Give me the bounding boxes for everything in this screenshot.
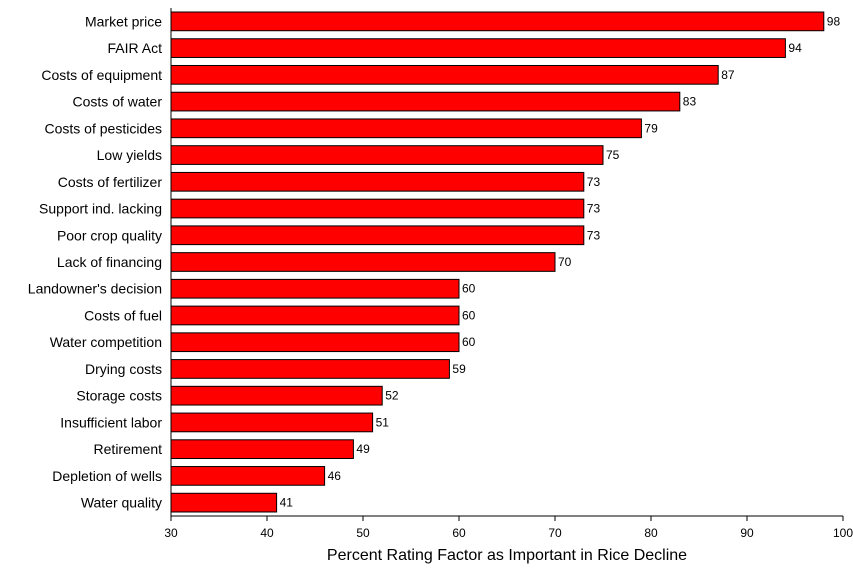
data-label-costs-of-fuel: 60	[462, 308, 476, 322]
bar-fair-act	[170, 38, 786, 58]
bar-low-yields	[170, 145, 604, 165]
x-tick-label-80: 80	[644, 526, 658, 540]
category-label-landowner-s-decision: Landowner's decision	[28, 281, 162, 297]
x-tick-label-90: 90	[740, 526, 754, 540]
data-label-storage-costs: 52	[385, 389, 399, 403]
category-label-market-price: Market price	[85, 13, 162, 29]
data-label-support-ind-lacking: 73	[587, 202, 601, 216]
category-label-water-quality: Water quality	[81, 495, 162, 511]
data-label-drying-costs: 59	[452, 362, 466, 376]
bar-retirement	[170, 439, 354, 460]
bar-poor-crop-quality	[170, 225, 585, 246]
category-label-insufficient-labor: Insufficient labor	[60, 414, 162, 430]
category-label-costs-of-fuel: Costs of fuel	[84, 307, 162, 323]
data-label-depletion-of-wells: 46	[328, 469, 342, 483]
data-label-retirement: 49	[356, 442, 370, 456]
bar-costs-of-equipment	[170, 64, 719, 85]
bar-insufficient-labor	[170, 412, 374, 433]
bar-costs-of-fertilizer	[170, 171, 585, 192]
x-tick-label-40: 40	[260, 526, 274, 540]
data-label-water-quality: 41	[280, 496, 294, 510]
category-label-depletion-of-wells: Depletion of wells	[52, 468, 162, 484]
bar-costs-of-water	[170, 91, 681, 112]
category-label-poor-crop-quality: Poor crop quality	[57, 227, 162, 243]
data-label-poor-crop-quality: 73	[587, 228, 601, 242]
bar-water-competition	[170, 332, 460, 353]
data-label-costs-of-water: 83	[683, 95, 697, 109]
category-label-storage-costs: Storage costs	[76, 388, 162, 404]
data-label-costs-of-pesticides: 79	[644, 121, 658, 135]
bar-costs-of-pesticides	[170, 118, 642, 139]
data-label-lack-of-financing: 70	[558, 255, 572, 269]
bar-storage-costs	[170, 385, 383, 406]
data-label-landowner-s-decision: 60	[462, 282, 476, 296]
data-label-insufficient-labor: 51	[376, 415, 390, 429]
x-tick-label-100: 100	[833, 526, 853, 540]
data-label-costs-of-fertilizer: 73	[587, 175, 601, 189]
bar-costs-of-fuel	[170, 305, 460, 326]
bar-support-ind-lacking	[170, 198, 585, 219]
category-label-costs-of-equipment: Costs of equipment	[41, 67, 162, 83]
data-label-low-yields: 75	[606, 148, 620, 162]
x-tick-label-30: 30	[164, 526, 178, 540]
bar-depletion-of-wells	[170, 466, 326, 486]
data-label-market-price: 98	[827, 14, 841, 28]
x-ticks: 30 40 50 60 70 80 90 100	[164, 516, 853, 540]
x-tick-label-50: 50	[356, 526, 370, 540]
category-label-low-yields: Low yields	[97, 147, 162, 163]
x-tick-label-60: 60	[452, 526, 466, 540]
category-label-fair-act: FAIR Act	[108, 40, 163, 56]
category-label-costs-of-pesticides: Costs of pesticides	[45, 120, 163, 136]
data-label-water-competition: 60	[462, 335, 476, 349]
category-label-costs-of-fertilizer: Costs of fertilizer	[58, 174, 163, 190]
category-label-retirement: Retirement	[94, 441, 163, 457]
data-label-fair-act: 94	[788, 41, 802, 55]
bar-drying-costs	[170, 359, 450, 379]
category-label-support-ind-lacking: Support ind. lacking	[39, 201, 162, 217]
category-label-costs-of-water: Costs of water	[73, 94, 163, 110]
bar-market-price	[170, 11, 825, 32]
bar-water-quality	[170, 492, 278, 513]
x-axis-title: Percent Rating Factor as Important in Ri…	[327, 547, 687, 564]
category-label-water-competition: Water competition	[50, 334, 162, 350]
bar-lack-of-financing	[170, 252, 556, 272]
bars-layer: Market price 98 FAIR Act 94 Costs of equipme…	[28, 11, 841, 513]
data-label-costs-of-equipment: 87	[721, 68, 735, 82]
x-tick-label-70: 70	[548, 526, 562, 540]
axes-layer	[170, 8, 843, 517]
category-label-drying-costs: Drying costs	[85, 361, 162, 377]
bar-landowner-s-decision	[170, 278, 460, 299]
category-label-lack-of-financing: Lack of financing	[57, 254, 162, 270]
